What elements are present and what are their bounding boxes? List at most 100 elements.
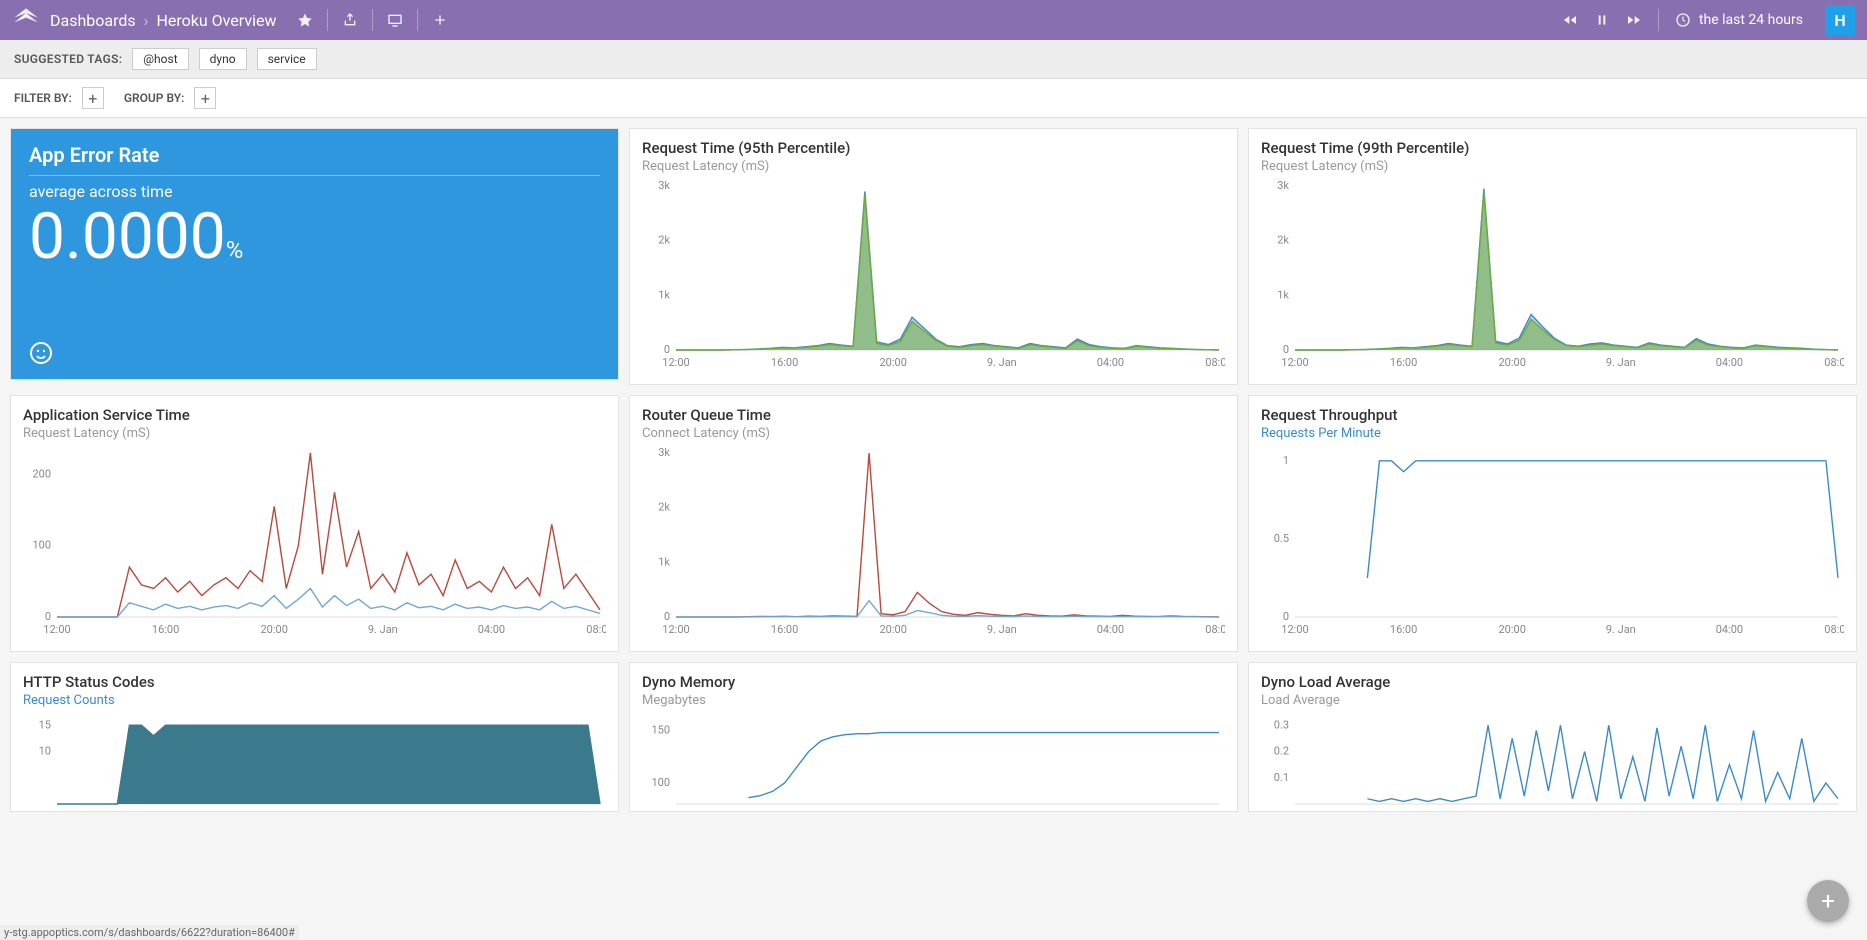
logo-icon (12, 6, 40, 34)
breadcrumb: Dashboards › Heroku Overview (50, 11, 277, 30)
chart-req99: 01k2k3k12:0016:0020:009. Jan04:0008:00 (1261, 180, 1844, 370)
tag-dyno[interactable]: dyno (199, 48, 247, 70)
divider (417, 9, 418, 31)
panel-title: Application Service Time (23, 406, 606, 424)
svg-text:150: 150 (651, 724, 670, 737)
group-by-label: GROUP BY: (124, 91, 185, 105)
svg-text:100: 100 (32, 539, 51, 552)
panel-subtitle[interactable]: Requests Per Minute (1261, 426, 1844, 441)
panel-req95[interactable]: Request Time (95th Percentile) Request L… (629, 128, 1238, 385)
svg-text:0.3: 0.3 (1274, 718, 1289, 731)
svg-text:1k: 1k (658, 288, 670, 301)
tag-service[interactable]: service (257, 48, 317, 70)
statusbar: y-stg.appoptics.com/s/dashboards/6622?du… (0, 925, 299, 940)
timerange-label: the last 24 hours (1699, 12, 1803, 28)
svg-text:0: 0 (664, 343, 670, 356)
svg-text:1k: 1k (1277, 288, 1289, 301)
breadcrumb-root[interactable]: Dashboards (50, 11, 136, 30)
panel-title: Dyno Load Average (1261, 673, 1844, 691)
panel-subtitle: Request Latency (mS) (642, 159, 1225, 174)
svg-text:3k: 3k (1277, 180, 1289, 192)
panel-title: Router Queue Time (642, 406, 1225, 424)
filter-by-label: FILTER BY: (14, 91, 72, 105)
tag-host[interactable]: @host (132, 48, 188, 70)
breadcrumb-sep: › (144, 11, 149, 30)
star-icon[interactable] (297, 12, 313, 28)
panel-dyno-load[interactable]: Dyno Load Average Load Average 0.1 0.2 0.3 (1248, 662, 1857, 812)
svg-text:100: 100 (651, 776, 670, 789)
divider (1658, 9, 1659, 31)
svg-text:04:00: 04:00 (478, 623, 505, 636)
chart-router-queue: 01k2k3k12:0016:0020:009. Jan04:0008:00 (642, 447, 1225, 637)
svg-text:16:00: 16:00 (1390, 356, 1417, 369)
svg-text:9. Jan: 9. Jan (987, 623, 1017, 636)
divider (327, 9, 328, 31)
plus-icon[interactable] (432, 12, 448, 28)
timerange-picker[interactable]: the last 24 hours (1675, 12, 1803, 28)
svg-text:200: 200 (32, 467, 51, 480)
svg-text:12:00: 12:00 (662, 623, 689, 636)
panel-dyno-mem[interactable]: Dyno Memory Megabytes 100 150 (629, 662, 1238, 812)
divider (372, 9, 373, 31)
svg-text:9. Jan: 9. Jan (1606, 356, 1636, 369)
panel-throughput[interactable]: Request Throughput Requests Per Minute 0… (1248, 395, 1857, 652)
bignum-value: 0.0000% (29, 205, 600, 269)
svg-text:3k: 3k (658, 180, 670, 192)
svg-text:20:00: 20:00 (879, 623, 906, 636)
clock-icon (1675, 12, 1691, 28)
svg-text:0.2: 0.2 (1274, 745, 1289, 758)
chart-http-status: 1015 (23, 714, 606, 812)
svg-text:9. Jan: 9. Jan (1606, 623, 1636, 636)
add-filter-button[interactable]: + (82, 87, 104, 109)
svg-text:12:00: 12:00 (662, 356, 689, 369)
suggested-tags-bar: SUGGESTED TAGS: @host dyno service (0, 40, 1867, 79)
topbar: Dashboards › Heroku Overview the last 24… (0, 0, 1867, 40)
svg-text:0.5: 0.5 (1274, 532, 1289, 545)
svg-text:2k: 2k (658, 234, 670, 247)
panel-app-service[interactable]: Application Service Time Request Latency… (10, 395, 619, 652)
svg-text:9. Jan: 9. Jan (987, 356, 1017, 369)
panel-title: Request Throughput (1261, 406, 1844, 424)
breadcrumb-current[interactable]: Heroku Overview (156, 11, 276, 30)
panel-title: Request Time (95th Percentile) (642, 139, 1225, 157)
share-icon[interactable] (342, 12, 358, 28)
avatar[interactable]: H (1825, 5, 1855, 35)
panel-req99[interactable]: Request Time (99th Percentile) Request L… (1248, 128, 1857, 385)
panel-title: Request Time (99th Percentile) (1261, 139, 1844, 157)
panel-title: Dyno Memory (642, 673, 1225, 691)
svg-text:0.1: 0.1 (1274, 771, 1289, 784)
svg-text:08:00: 08:00 (1205, 356, 1225, 369)
svg-text:10: 10 (39, 745, 51, 758)
svg-text:0: 0 (45, 610, 51, 623)
rewind-icon[interactable] (1562, 12, 1578, 28)
svg-text:0: 0 (1283, 610, 1289, 623)
svg-text:08:00: 08:00 (1205, 623, 1225, 636)
suggested-tags-label: SUGGESTED TAGS: (14, 52, 122, 66)
fab-add-button[interactable]: + (1807, 880, 1849, 922)
panel-subtitle: Request Latency (mS) (23, 426, 606, 441)
tv-icon[interactable] (387, 12, 403, 28)
panel-title: App Error Rate (29, 143, 600, 176)
svg-text:16:00: 16:00 (771, 356, 798, 369)
add-group-button[interactable]: + (194, 87, 216, 109)
panel-error-rate[interactable]: App Error Rate average across time 0.000… (10, 128, 619, 380)
panel-http-status[interactable]: HTTP Status Codes Request Counts 1015 (10, 662, 619, 812)
svg-text:04:00: 04:00 (1097, 623, 1124, 636)
svg-text:12:00: 12:00 (43, 623, 70, 636)
pause-icon[interactable] (1594, 12, 1610, 28)
svg-text:04:00: 04:00 (1716, 356, 1743, 369)
panel-subtitle[interactable]: Request Counts (23, 693, 606, 708)
panel-router-queue[interactable]: Router Queue Time Connect Latency (mS) 0… (629, 395, 1238, 652)
panel-title: HTTP Status Codes (23, 673, 606, 691)
svg-text:04:00: 04:00 (1097, 356, 1124, 369)
chart-app-service: 010020012:0016:0020:009. Jan04:0008:00 (23, 447, 606, 637)
chart-dyno-load: 0.1 0.2 0.3 (1261, 714, 1844, 812)
panel-subtitle: Megabytes (642, 693, 1225, 708)
forward-icon[interactable] (1626, 12, 1642, 28)
svg-text:0: 0 (1283, 343, 1289, 356)
dashboard-grid: App Error Rate average across time 0.000… (0, 118, 1867, 822)
svg-text:20:00: 20:00 (1498, 623, 1525, 636)
filter-bar: FILTER BY: + GROUP BY: + (0, 79, 1867, 118)
panel-subtitle: Load Average (1261, 693, 1844, 708)
svg-text:1k: 1k (658, 555, 670, 568)
